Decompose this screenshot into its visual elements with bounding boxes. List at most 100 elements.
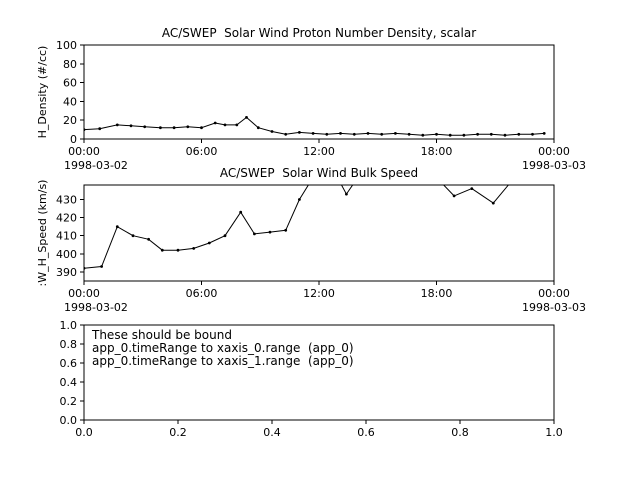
data-point [268, 230, 272, 234]
data-point [253, 232, 256, 236]
plot-area[interactable] [83, 324, 555, 421]
plot-title: AC/SWEP Solar Wind Bulk Speed [220, 166, 418, 180]
x-tick-label: 0.8 [451, 426, 469, 439]
y-tick-label: 0.8 [60, 338, 78, 351]
x-axis-end-date: 1998-03-03 [522, 301, 586, 314]
y-tick-label: 20 [63, 114, 77, 127]
data-point [160, 248, 164, 252]
y-tick-label: 0.6 [60, 357, 78, 370]
data-point [98, 127, 102, 131]
x-tick-label: 00:00 [68, 287, 100, 300]
data-point [366, 132, 370, 135]
y-tick-label: 0.2 [60, 395, 78, 408]
data-point [421, 133, 425, 137]
data-point [235, 123, 239, 127]
data-point [186, 125, 190, 129]
data-point [437, 178, 440, 181]
data-point [270, 130, 274, 133]
data-point [512, 178, 515, 181]
data-point [339, 132, 342, 135]
data-point [435, 132, 438, 136]
x-tick-label: 00:00 [538, 145, 570, 158]
data-point [542, 132, 546, 135]
data-point [256, 126, 260, 130]
data-point [529, 173, 532, 176]
data-point [115, 123, 119, 127]
data-point [491, 201, 495, 205]
data-point [213, 121, 217, 125]
data-point [390, 156, 393, 159]
data-point [284, 132, 288, 136]
data-point [394, 132, 397, 135]
annotation-line: app_0.timeRange to xaxis_0.range (app_0) [92, 341, 354, 355]
x-tick-label: 18:00 [421, 145, 453, 158]
data-point [448, 133, 452, 137]
data-point [489, 132, 493, 136]
plot-1: AC/SWEP Solar Wind Bulk Speed:W_H_Speed … [36, 156, 586, 314]
data-point [517, 132, 521, 136]
data-point [129, 124, 133, 128]
data-point [374, 160, 377, 163]
x-tick-label: 12:00 [303, 145, 335, 158]
data-point [380, 132, 384, 136]
x-tick-label: 1.0 [545, 426, 563, 439]
data-point [352, 132, 356, 136]
y-tick-label: 0 [70, 133, 77, 146]
x-tick-label: 0.2 [169, 426, 187, 439]
data-series [84, 116, 546, 137]
x-tick-label: 0.6 [357, 426, 375, 439]
data-point [159, 126, 162, 130]
plot-title: AC/SWEP Solar Wind Proton Number Density… [162, 26, 476, 40]
data-point [407, 132, 411, 136]
data-point [84, 266, 86, 270]
y-tick-label: 420 [56, 212, 77, 225]
data-point [531, 132, 534, 136]
plot-area[interactable] [83, 184, 555, 282]
data-point [192, 247, 196, 250]
y-tick-label: 430 [56, 193, 77, 206]
data-point [223, 234, 227, 238]
data-point [143, 125, 147, 129]
plot-area[interactable] [83, 44, 555, 140]
y-tick-label: 60 [63, 77, 77, 90]
data-point [298, 131, 301, 134]
y-tick-label: 390 [56, 266, 77, 279]
plot-2: 0.0 0.2 0.4 0.6 0.8 1.0 0.0 0.2 0.4 0.6 0.8 1.0 Thes… [60, 319, 563, 439]
x-tick-label: 12:00 [303, 287, 335, 300]
y-tick-label: 0.0 [60, 414, 78, 427]
x-axis-end-date: 1998-03-03 [522, 159, 586, 172]
data-point [176, 248, 180, 252]
y-tick-label: 100 [56, 39, 77, 52]
data-point [462, 133, 466, 137]
y-tick-label: 410 [56, 230, 77, 243]
x-tick-label: 0.0 [75, 426, 93, 439]
data-point [325, 132, 329, 136]
x-tick-label: 06:00 [186, 145, 218, 158]
data-point [470, 187, 474, 191]
data-point [345, 192, 348, 196]
y-axis-label: H_Density (#/cc) [36, 46, 49, 139]
plot-0: AC/SWEP Solar Wind Proton Number Density… [36, 26, 586, 172]
y-tick-label: 400 [56, 248, 77, 261]
data-point [100, 265, 103, 268]
y-tick-label: 40 [63, 95, 77, 108]
x-tick-label: 00:00 [538, 287, 570, 300]
data-point [421, 167, 424, 170]
x-tick-label: 06:00 [186, 287, 218, 300]
data-point [284, 228, 288, 232]
x-tick-label: 00:00 [68, 145, 100, 158]
data-point [406, 162, 409, 165]
y-tick-label: 1.0 [60, 319, 78, 332]
data-point [311, 132, 315, 135]
y-tick-label: 0.4 [60, 376, 78, 389]
x-axis-start-date: 1998-03-02 [64, 159, 128, 172]
x-tick-label: 0.4 [263, 426, 281, 439]
data-point [245, 116, 248, 119]
data-point [452, 194, 456, 198]
y-tick-label: 80 [63, 58, 77, 71]
data-point [239, 210, 243, 214]
data-point [223, 123, 227, 127]
x-tick-label: 18:00 [421, 287, 453, 300]
